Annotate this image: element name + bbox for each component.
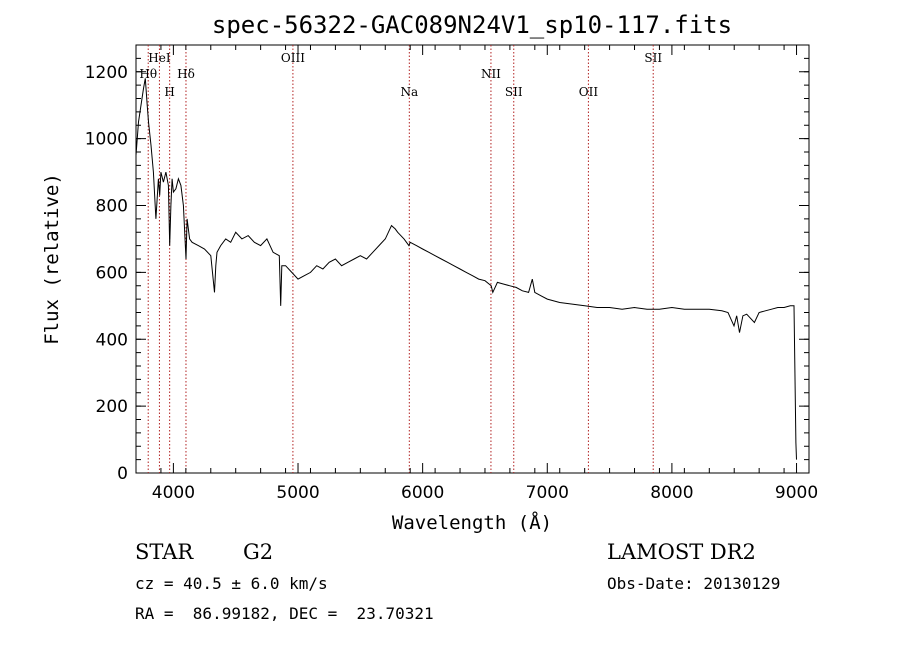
x-tick-label: 7000 <box>526 483 569 503</box>
emission-line-label: Hδ <box>177 67 195 81</box>
emission-line-label: OIII <box>281 51 305 65</box>
emission-line-label: OII <box>579 85 599 99</box>
x-tick-label: 5000 <box>276 483 319 503</box>
emission-line-label: SII <box>505 85 523 99</box>
emission-lines-layer: Hθ HeI HHδ OIII Na NII SII OII SII <box>139 45 662 473</box>
y-tick-label: 800 <box>96 197 128 217</box>
object-subclass: G2 <box>243 540 274 564</box>
y-tick-label: 600 <box>96 263 128 283</box>
chart-title: spec-56322-GAC089N24V1_sp10-117.fits <box>212 11 732 39</box>
emission-line-label: SII <box>644 51 662 65</box>
x-tick-label: 6000 <box>401 483 444 503</box>
emission-line-label: HeI <box>148 51 171 65</box>
y-tick-label: 200 <box>96 397 128 417</box>
emission-line-label: H <box>164 85 174 99</box>
y-tick-label: 400 <box>96 330 128 350</box>
redshift-cz: cz = 40.5 ± 6.0 km/s <box>135 574 328 593</box>
y-tick-label: 1000 <box>85 130 128 150</box>
axis-ticks-layer: 4000 5000 6000 7000 8000 9000 0 200 400 600 800 100… <box>85 44 818 503</box>
y-tick-label: 0 <box>117 464 128 484</box>
x-tick-label: 4000 <box>152 483 195 503</box>
emission-line-label: Na <box>400 85 418 99</box>
y-tick-label: 1200 <box>85 63 128 83</box>
survey-name: LAMOST DR2 <box>607 540 756 564</box>
emission-line-label: Hθ <box>139 67 157 81</box>
emission-line-label: NII <box>481 67 501 81</box>
object-class: STAR <box>135 540 194 564</box>
plot-frame <box>135 44 810 474</box>
x-axis-label: Wavelength (Å) <box>392 511 552 534</box>
observation-date: Obs-Date: 20130129 <box>607 574 781 593</box>
ra-dec-coordinates: RA = 86.99182, DEC = 23.70321 <box>135 604 434 623</box>
x-tick-label: 9000 <box>775 483 818 503</box>
x-tick-label: 8000 <box>650 483 693 503</box>
spectrum-series-line <box>135 78 797 460</box>
y-axis-label: Flux (relative) <box>41 173 63 345</box>
